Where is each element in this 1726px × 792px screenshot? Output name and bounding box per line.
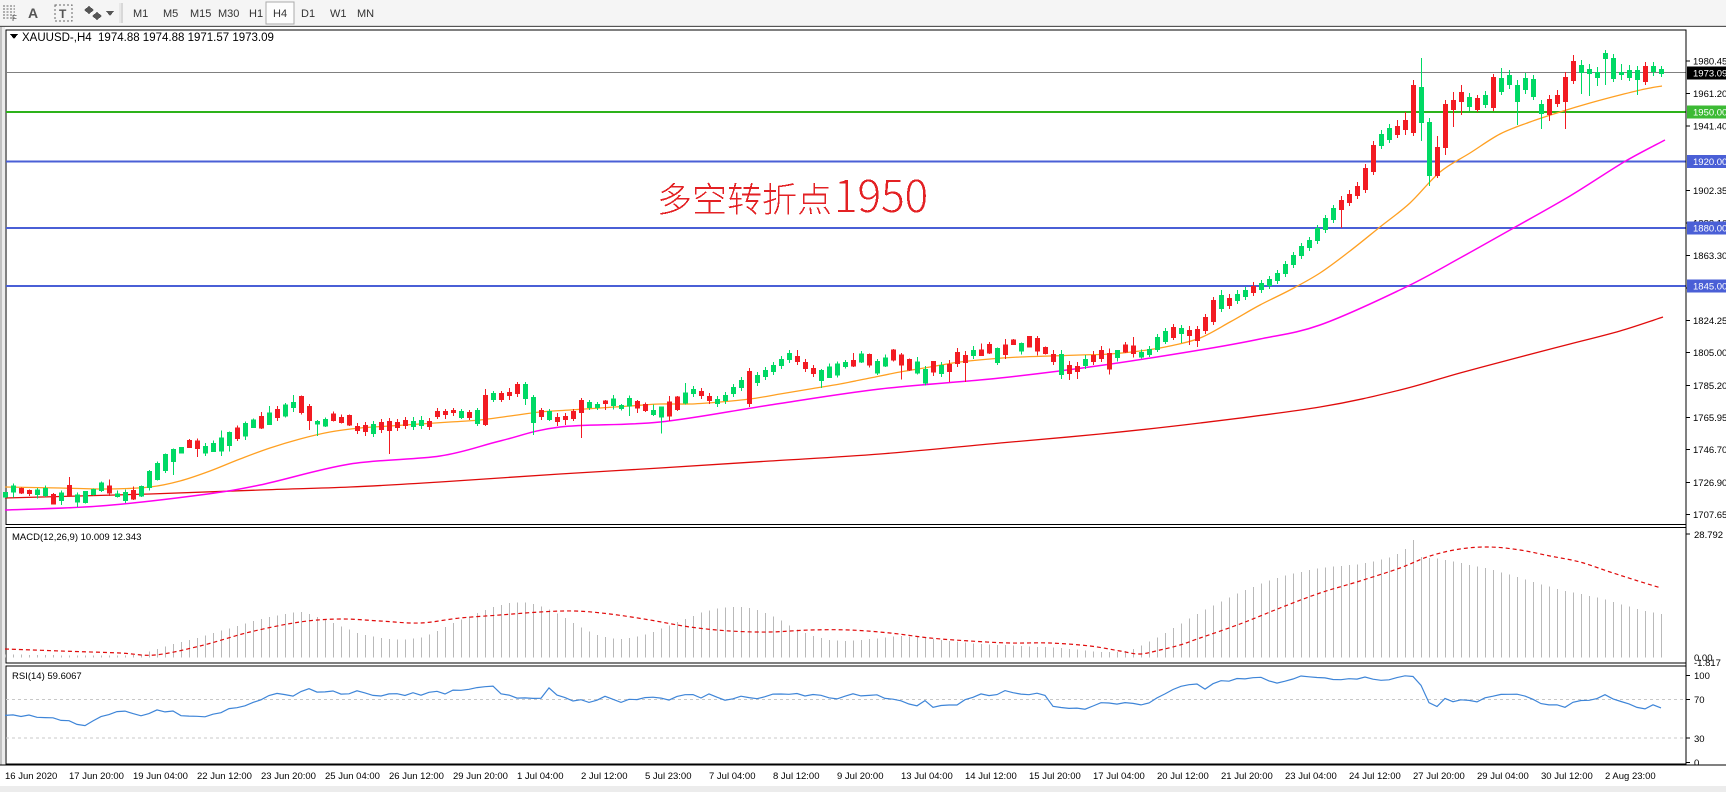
svg-text:1902.35: 1902.35 [1693, 186, 1726, 197]
svg-text:21 Jul 20:00: 21 Jul 20:00 [1221, 771, 1273, 782]
svg-text:29 Jul 04:00: 29 Jul 04:00 [1477, 771, 1529, 782]
svg-text:M1: M1 [133, 8, 148, 20]
svg-text:1980.45: 1980.45 [1693, 56, 1726, 67]
svg-text:24 Jul 12:00: 24 Jul 12:00 [1349, 771, 1401, 782]
svg-text:1880.00: 1880.00 [1693, 224, 1726, 235]
svg-text:25 Jun 04:00: 25 Jun 04:00 [325, 771, 380, 782]
svg-text:9 Jul 20:00: 9 Jul 20:00 [837, 771, 883, 782]
svg-text:1765.95: 1765.95 [1693, 413, 1726, 424]
svg-text:5 Jul 23:00: 5 Jul 23:00 [645, 771, 691, 782]
svg-text:D1: D1 [301, 8, 315, 20]
svg-text:17 Jul 04:00: 17 Jul 04:00 [1093, 771, 1145, 782]
svg-text:23 Jul 04:00: 23 Jul 04:00 [1285, 771, 1337, 782]
svg-text:1845.00: 1845.00 [1693, 282, 1726, 293]
svg-text:30 Jul 12:00: 30 Jul 12:00 [1541, 771, 1593, 782]
svg-text:27 Jul 20:00: 27 Jul 20:00 [1413, 771, 1465, 782]
svg-text:16 Jun 2020: 16 Jun 2020 [5, 771, 57, 782]
svg-text:1824.25: 1824.25 [1693, 316, 1726, 327]
svg-text:8 Jul 12:00: 8 Jul 12:00 [773, 771, 819, 782]
svg-text:29 Jun 20:00: 29 Jun 20:00 [453, 771, 508, 782]
svg-text:MACD(12,26,9) 10.009 12.343: MACD(12,26,9) 10.009 12.343 [12, 532, 141, 543]
svg-text:20 Jul 12:00: 20 Jul 12:00 [1157, 771, 1209, 782]
svg-text:M30: M30 [218, 8, 239, 20]
svg-text:XAUUSD-,H4 1974.88 1974.88 19: XAUUSD-,H4 1974.88 1974.88 1971.57 1973.… [22, 32, 274, 44]
svg-text:F: F [12, 14, 17, 23]
svg-text:1726.90: 1726.90 [1693, 478, 1726, 489]
svg-text:2 Aug 23:00: 2 Aug 23:00 [1605, 771, 1656, 782]
svg-text:0.00: 0.00 [1694, 653, 1713, 664]
svg-text:13 Jul 04:00: 13 Jul 04:00 [901, 771, 953, 782]
svg-text:T: T [59, 7, 67, 21]
svg-text:23 Jun 20:00: 23 Jun 20:00 [261, 771, 316, 782]
svg-text:22 Jun 12:00: 22 Jun 12:00 [197, 771, 252, 782]
svg-text:2 Jul 12:00: 2 Jul 12:00 [581, 771, 627, 782]
svg-text:1805.00: 1805.00 [1693, 348, 1726, 359]
svg-text:MN: MN [357, 8, 374, 20]
svg-text:M15: M15 [190, 8, 211, 20]
svg-text:1746.70: 1746.70 [1693, 445, 1726, 456]
svg-text:W1: W1 [330, 8, 347, 20]
svg-text:7 Jul 04:00: 7 Jul 04:00 [709, 771, 755, 782]
svg-text:70: 70 [1694, 695, 1705, 706]
svg-text:-1.817: -1.817 [1694, 658, 1721, 669]
svg-text:14 Jul 12:00: 14 Jul 12:00 [965, 771, 1017, 782]
svg-text:1920.00: 1920.00 [1693, 157, 1726, 168]
svg-text:30: 30 [1694, 734, 1705, 745]
svg-text:15 Jul 20:00: 15 Jul 20:00 [1029, 771, 1081, 782]
svg-text:H4: H4 [273, 8, 287, 20]
svg-text:1 Jul 04:00: 1 Jul 04:00 [517, 771, 563, 782]
svg-text:26 Jun 12:00: 26 Jun 12:00 [389, 771, 444, 782]
svg-text:H1: H1 [249, 8, 263, 20]
svg-text:1950.00: 1950.00 [1693, 108, 1726, 119]
svg-text:0: 0 [1694, 758, 1699, 769]
svg-text:1785.20: 1785.20 [1693, 381, 1726, 392]
svg-text:RSI(14) 59.6067: RSI(14) 59.6067 [12, 671, 82, 682]
svg-text:17 Jun 20:00: 17 Jun 20:00 [69, 771, 124, 782]
svg-text:1707.65: 1707.65 [1693, 510, 1726, 521]
svg-text:1863.30: 1863.30 [1693, 251, 1726, 262]
svg-text:1941.40: 1941.40 [1693, 121, 1726, 132]
svg-text:1973.09: 1973.09 [1693, 69, 1726, 80]
svg-text:19 Jun 04:00: 19 Jun 04:00 [133, 771, 188, 782]
svg-text:M5: M5 [163, 8, 178, 20]
svg-text:A: A [28, 5, 38, 21]
svg-text:1961.20: 1961.20 [1693, 89, 1726, 100]
svg-text:100: 100 [1694, 671, 1710, 682]
svg-text:28.792: 28.792 [1694, 530, 1723, 541]
